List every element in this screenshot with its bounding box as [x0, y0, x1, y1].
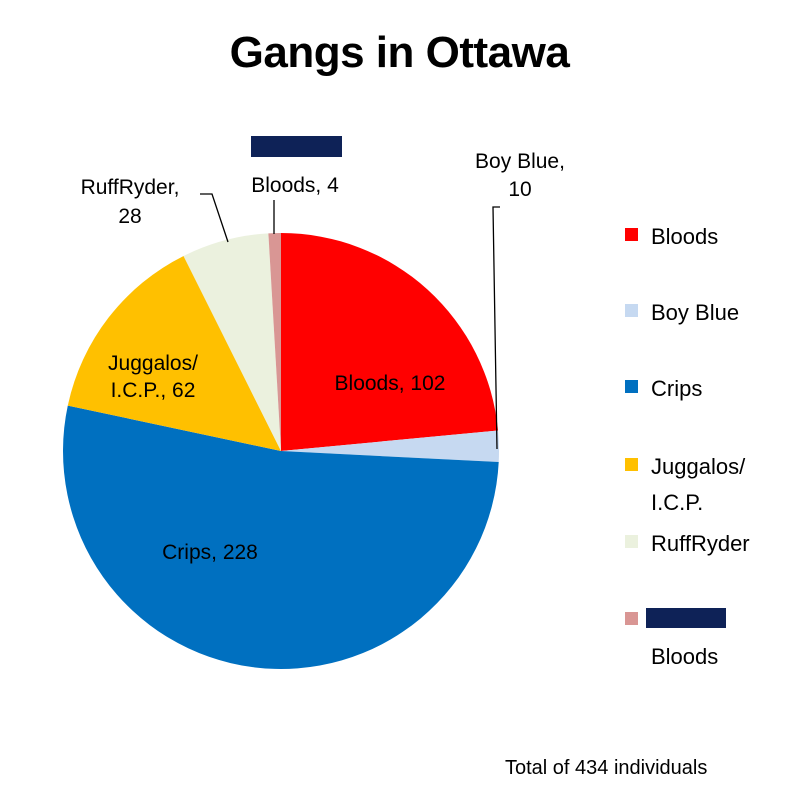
- legend-label: Juggalos/I.C.P.: [651, 454, 746, 515]
- redaction-bar: [646, 608, 726, 628]
- legend-label: Bloods: [651, 224, 718, 249]
- leader-lines: [200, 193, 500, 450]
- pie-slice-crips: [62, 405, 499, 670]
- slice-label: RuffRyder, 28: [81, 176, 180, 228]
- legend-swatch: [625, 380, 638, 393]
- slice-label: Boy Blue, 10: [475, 150, 565, 201]
- legend-swatch: [625, 535, 638, 548]
- legend: Bloods Boy Blue Crips Juggalos/I.C.P. RuffRy…: [625, 224, 750, 669]
- redaction-bar: [251, 136, 342, 157]
- legend-label: RuffRyder: [651, 531, 750, 556]
- slice-label: Juggalos/I.C.P., 62: [108, 352, 198, 402]
- pie-slice-bloods: [268, 233, 281, 451]
- pie-slice-boy-blue: [281, 430, 499, 463]
- slice-label: Bloods, 4: [251, 174, 339, 197]
- pie-slices: [62, 233, 499, 670]
- legend-label: Boy Blue: [651, 300, 739, 325]
- slice-label: Crips, 228: [162, 541, 258, 564]
- leader-line: [200, 193, 229, 243]
- pie-slice-juggalos-i-c-p: [67, 255, 281, 451]
- pie-slice-bloods: [281, 233, 499, 451]
- legend-swatch: [625, 612, 638, 625]
- legend-swatch: [625, 304, 638, 317]
- chart-title: Gangs in Ottawa: [229, 28, 570, 77]
- slice-label: Bloods, 102: [335, 372, 446, 395]
- leader-line: [492, 206, 500, 450]
- legend-swatch: [625, 458, 638, 471]
- legend-swatch: [625, 228, 638, 241]
- legend-label: Crips: [651, 376, 702, 401]
- redaction-bars: [251, 136, 726, 628]
- slice-labels: Bloods, 102 Boy Blue, 10 Crips, 228 Juggalos…: [81, 150, 565, 564]
- footnote: Total of 434 individuals: [505, 757, 708, 779]
- pie-slice-ruffryder: [183, 233, 281, 451]
- legend-label: Bloods: [651, 644, 718, 669]
